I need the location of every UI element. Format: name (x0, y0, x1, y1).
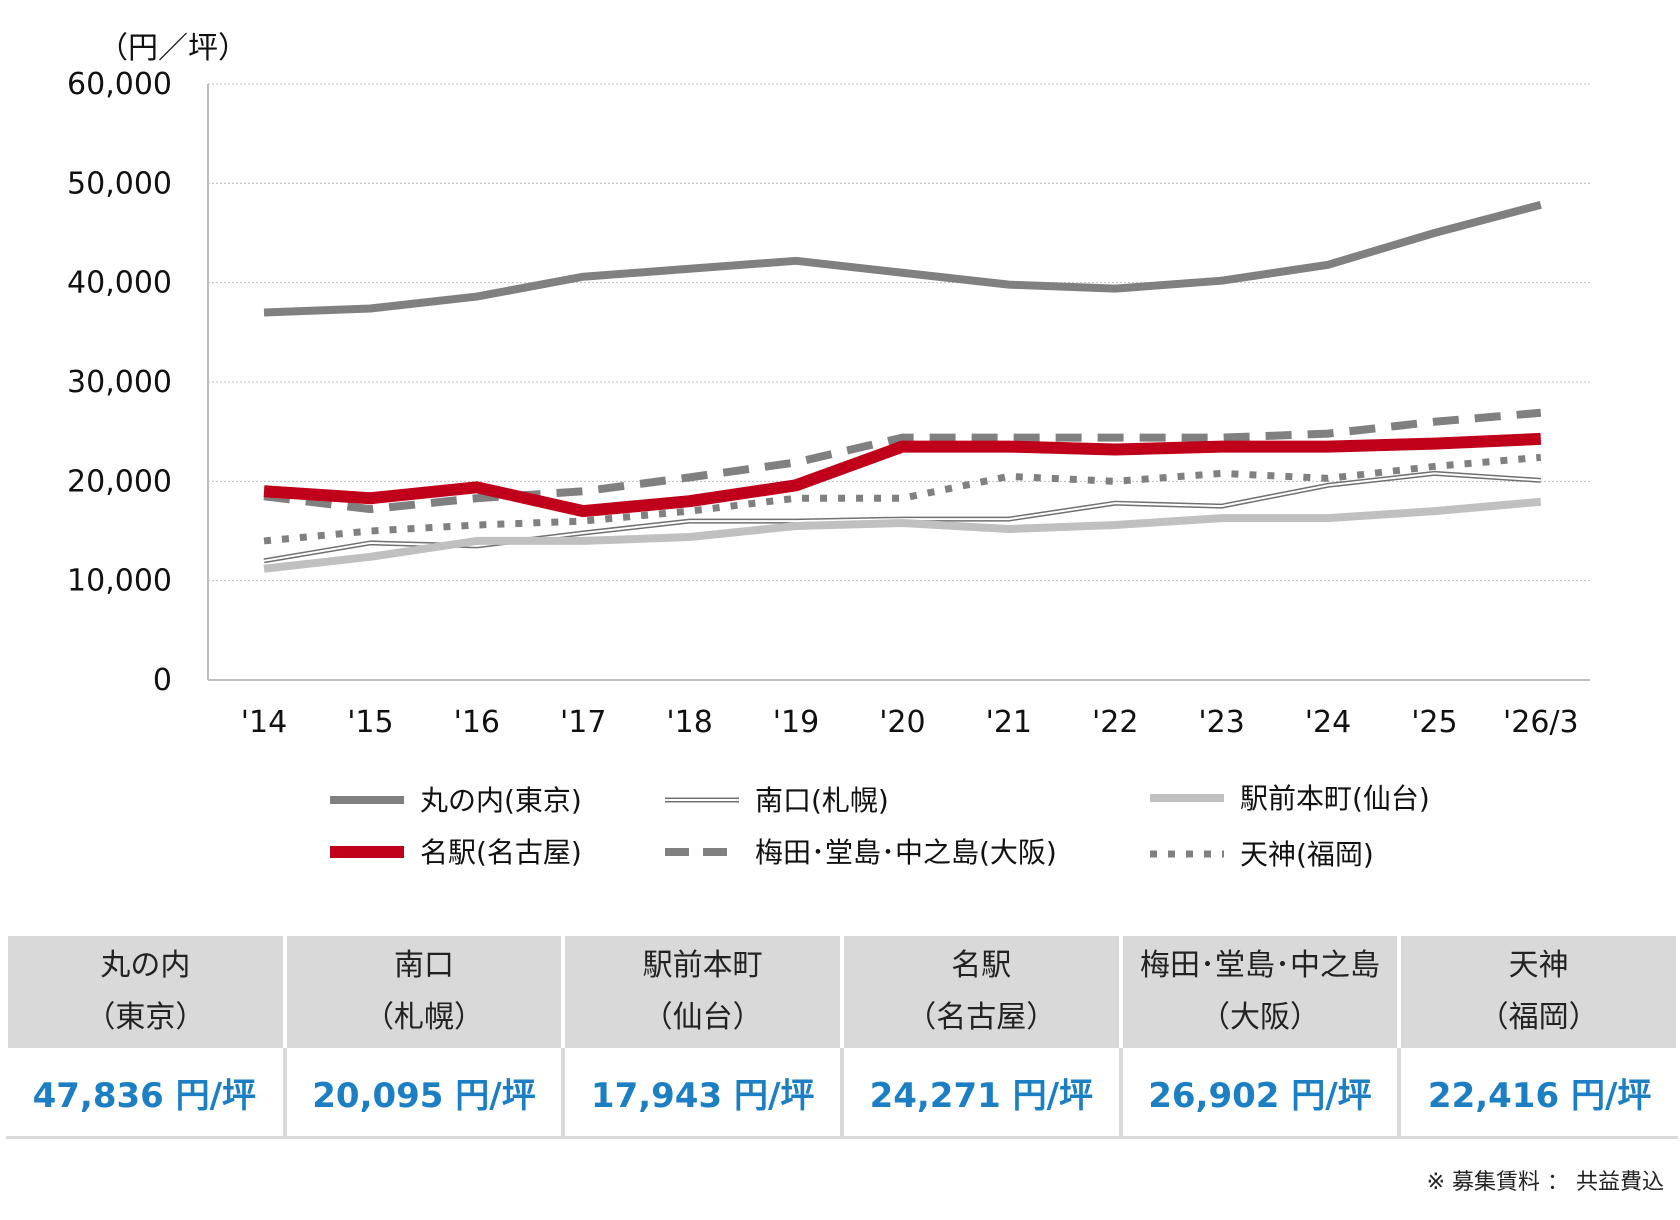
series-3-line (263, 432, 1542, 518)
series-4-polyline (263, 408, 1542, 514)
y-tick-label: 10,000 (67, 564, 172, 599)
summary-value-row: 47,836 円/坪 20,095 円/坪 17,943 円/坪 24,271 円/坪… (6, 1048, 1678, 1139)
summary-city-name: （大阪） (1199, 1000, 1320, 1035)
x-tick-label: '23 (1198, 705, 1244, 740)
summary-header-row: 丸の内 （東京） 南口 （札幌） 駅前本町 （仙台） 名駅 （名古屋） 梅田･堂島･中之島 （大阪… (4, 936, 1680, 1048)
summary-value-cell: 47,836 円/坪 (6, 1048, 285, 1139)
x-tick-label: '14 (241, 705, 287, 740)
x-tick-label: '21 (986, 705, 1032, 740)
x-tick-label: '20 (879, 705, 925, 740)
x-tick-label: '26/3 (1503, 705, 1579, 740)
gridlines (208, 83, 1590, 582)
y-axis-unit-label: （円／坪） (98, 31, 248, 66)
x-tick-label: '18 (666, 705, 712, 740)
y-tick-label: 0 (153, 663, 172, 698)
series-3-polyline (263, 432, 1542, 518)
y-tick-label: 30,000 (67, 365, 172, 400)
legend-label: 南口(札幌) (755, 784, 889, 817)
series-5-polyline (263, 453, 1542, 545)
x-tick-label: '19 (773, 705, 819, 740)
summary-area-name: 南口 (393, 948, 454, 983)
legend-label: 駅前本町(仙台) (1240, 782, 1430, 815)
y-tick-label: 20,000 (67, 464, 172, 499)
series-0-polyline (263, 200, 1542, 317)
summary-header-cell: 丸の内 （東京） (4, 936, 287, 1048)
x-tick-label: '17 (560, 705, 606, 740)
series-lines (263, 200, 1542, 573)
summary-table: 丸の内 （東京） 南口 （札幌） 駅前本町 （仙台） 名駅 （名古屋） 梅田･堂島･中之島 （大阪… (4, 936, 1680, 1139)
y-tick-label: 50,000 (67, 166, 172, 201)
summary-city-name: （福岡） (1478, 1000, 1599, 1035)
series-2-polyline (263, 497, 1542, 573)
summary-city-name: （札幌） (363, 1000, 484, 1035)
summary-area-name: 梅田･堂島･中之島 (1139, 948, 1380, 983)
footnote: ※ 募集賃料 ： 共益費込 (1426, 1170, 1664, 1195)
y-tick-label: 60,000 (67, 67, 172, 102)
summary-value-cell: 26,902 円/坪 (1118, 1048, 1400, 1139)
legend: 丸の内(東京) 南口(札幌) 駅前本町(仙台) 名駅(名古屋) 梅田･堂島･中之島(大阪… (330, 782, 1430, 871)
legend-item: 名駅(名古屋) (330, 836, 582, 869)
x-tick-label: '25 (1411, 705, 1457, 740)
summary-header-cell: 名駅 （名古屋） (839, 936, 1123, 1048)
y-tick-label: 40,000 (67, 266, 172, 301)
legend-item: 天神(福岡) (1150, 838, 1374, 871)
summary-header-cell: 天神 （福岡） (1397, 936, 1680, 1048)
legend-label: 梅田･堂島･中之島(大阪) (755, 836, 1057, 869)
summary-area-name: 名駅 (951, 948, 1012, 983)
legend-label: 名駅(名古屋) (420, 836, 582, 869)
summary-value-cell: 24,271 円/坪 (839, 1048, 1121, 1139)
x-tick-label: '24 (1305, 705, 1351, 740)
x-tick-label: '16 (454, 705, 500, 740)
summary-area-name: 丸の内 (100, 948, 191, 983)
summary-header-cell: 南口 （札幌） (282, 936, 566, 1048)
series-0-line (263, 200, 1542, 317)
summary-value-cell: 20,095 円/坪 (282, 1048, 564, 1139)
legend-item: 南口(札幌) (665, 784, 889, 817)
summary-area-name: 駅前本町 (642, 948, 763, 983)
series-5-line (263, 453, 1542, 545)
summary-city-name: （名古屋） (906, 1000, 1057, 1035)
summary-city-name: （仙台） (642, 1000, 763, 1035)
summary-value-cell: 22,416 円/坪 (1397, 1048, 1678, 1139)
y-tick-labels: 0 10,000 20,000 30,000 40,000 50,000 60,000 (67, 67, 172, 698)
summary-area-name: 天神 (1508, 948, 1569, 983)
summary-city-name: （東京） (85, 1000, 206, 1035)
legend-label: 丸の内(東京) (420, 784, 582, 817)
line-chart: （円／坪） 0 10,000 20,000 30,000 40,000 50,000 60,… (67, 31, 1590, 871)
x-tick-label: '22 (1092, 705, 1138, 740)
x-tick-labels: '14 '15 '16 '17 '18 '19 '20 '21 '22 '23 '24 '25 '26/… (241, 705, 1579, 740)
legend-item: 丸の内(東京) (330, 784, 582, 817)
series-2-line (263, 497, 1542, 573)
series-4-line (263, 408, 1542, 514)
legend-item: 梅田･堂島･中之島(大阪) (665, 836, 1057, 869)
summary-header-cell: 梅田･堂島･中之島 （大阪） (1118, 936, 1402, 1048)
legend-label: 天神(福岡) (1240, 838, 1374, 871)
x-tick-label: '15 (347, 705, 393, 740)
summary-value-cell: 17,943 円/坪 (561, 1048, 842, 1139)
summary-header-cell: 駅前本町 （仙台） (561, 936, 844, 1048)
axes (207, 84, 1590, 681)
legend-item: 駅前本町(仙台) (1150, 782, 1430, 815)
